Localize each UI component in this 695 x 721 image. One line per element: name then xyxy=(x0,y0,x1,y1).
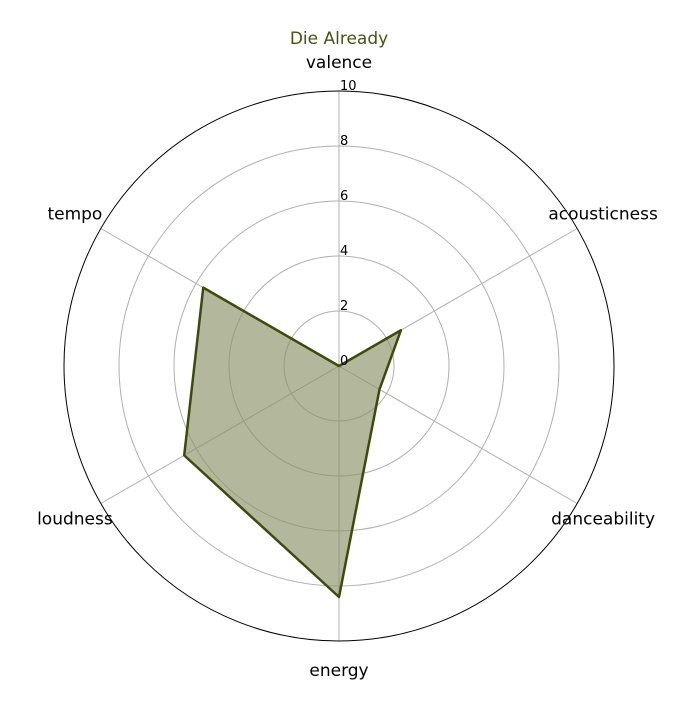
tick-label-2: 2 xyxy=(340,299,348,314)
axis-label-energy: energy xyxy=(309,661,368,681)
data-layer xyxy=(182,286,403,599)
tick-label-6: 6 xyxy=(340,189,348,204)
series-area-0 xyxy=(184,287,401,597)
tick-label-8: 8 xyxy=(340,134,348,149)
tick-label-10: 10 xyxy=(340,79,357,94)
axis-label-danceability: danceability xyxy=(551,510,655,530)
chart-title: Die Already xyxy=(290,29,388,49)
radial-tick-labels: 0 2 4 6 8 10 xyxy=(340,79,357,369)
axis-label-loudness: loudness xyxy=(37,510,113,530)
axis-label-acousticness: acousticness xyxy=(548,205,658,225)
axis-labels: valence acousticness danceability energy lou… xyxy=(37,53,658,681)
tick-label-4: 4 xyxy=(340,244,348,259)
axis-label-valence: valence xyxy=(306,53,372,73)
tick-label-0: 0 xyxy=(340,354,348,369)
outer-circle xyxy=(63,90,615,642)
axis-label-tempo: tempo xyxy=(47,205,102,225)
